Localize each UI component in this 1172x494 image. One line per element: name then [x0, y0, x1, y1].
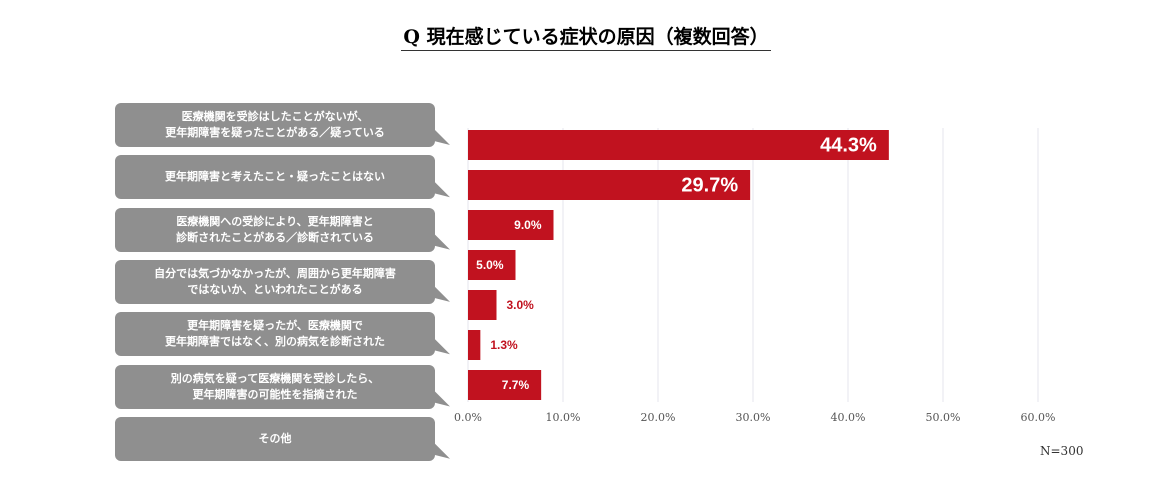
bubble-pointer [434, 285, 450, 302]
category-label: 更年期障害を疑ったが、医療機関で 更年期障害ではなく、別の病気を診断された [115, 312, 435, 357]
category-label: その他 [115, 416, 435, 461]
title-wrap: Q 現在感じている症状の原因（複数回答） [0, 22, 1172, 51]
value-label: 29.7% [681, 174, 738, 196]
bar [468, 370, 542, 400]
x-tick-label: 30.0% [736, 411, 771, 424]
x-tick-label: 10.0% [546, 411, 581, 424]
bar [468, 170, 751, 200]
category-label: 更年期障害と考えたこと・疑ったことはない [115, 155, 435, 200]
value-label: 9.0% [514, 218, 542, 232]
category-label: 自分では気づかなかったが、周囲から更年期障害 ではないか、といわれたことがある [115, 259, 435, 304]
bubble-pointer [434, 442, 450, 459]
bar [468, 330, 481, 360]
x-tick-label: 60.0% [1021, 411, 1056, 424]
bubble-pointer [434, 181, 450, 198]
bar [468, 290, 497, 320]
bar [468, 130, 889, 160]
category-label: 別の病気を疑って医療機関を受診したら、 更年期障害の可能性を指摘された [115, 364, 435, 409]
sample-size: N=300 [1040, 444, 1084, 458]
category-label: 医療機関への受診により、更年期障害と 診断されたことがある／診断されている [115, 207, 435, 252]
value-label: 1.3% [490, 338, 518, 352]
bubble-pointer [434, 338, 450, 355]
x-tick-label: 20.0% [641, 411, 676, 424]
bar [468, 210, 554, 240]
bubble-pointer [434, 129, 450, 145]
bubble-pointer [434, 390, 450, 407]
value-label: 3.0% [507, 298, 535, 312]
x-tick-label: 40.0% [831, 411, 866, 424]
value-label: 44.3% [820, 134, 877, 156]
bubble-pointer [434, 233, 450, 250]
category-label: 医療機関を受診はしたことがないが、 更年期障害を疑ったことがある／疑っている [115, 103, 435, 147]
x-tick-label: 0.0% [454, 411, 482, 424]
x-tick-label: 50.0% [926, 411, 961, 424]
chart-title: Q 現在感じている症状の原因（複数回答） [401, 26, 771, 51]
value-label: 5.0% [476, 258, 504, 272]
value-label: 7.7% [502, 378, 530, 392]
bar [468, 250, 516, 280]
